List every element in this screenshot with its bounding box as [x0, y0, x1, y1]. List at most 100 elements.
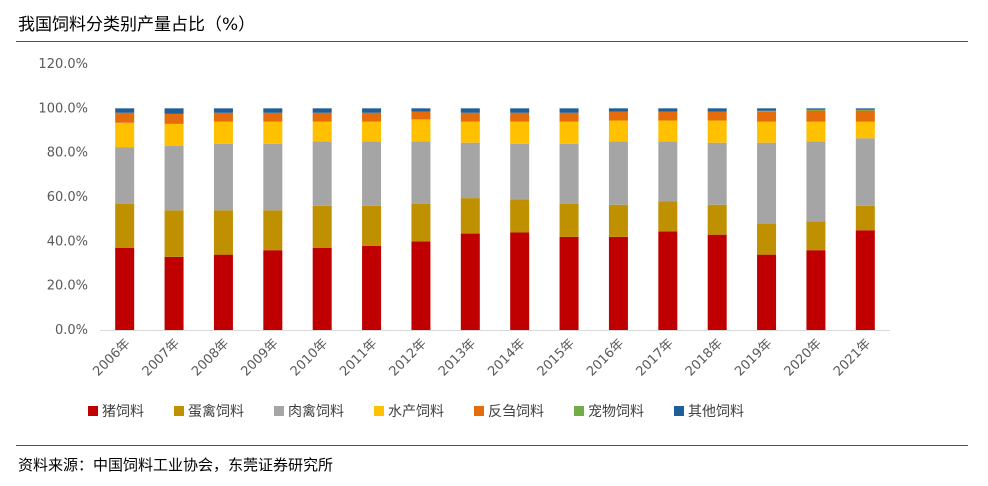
legend-label: 蛋禽饲料: [188, 403, 244, 420]
bar-segment: [213, 210, 233, 255]
legend: 猪饲料 蛋禽饲料 肉禽饲料 水产饲料 反刍饲料 宠物饲料 其他饲料: [88, 403, 744, 420]
bar-segment: [164, 108, 184, 114]
bar-segment: [510, 121, 530, 144]
bar-segment: [608, 111, 628, 121]
bar-segment: [707, 142, 727, 205]
x-tick-label: 2012年: [387, 336, 430, 379]
bar-segment: [411, 108, 431, 112]
bar-segment: [658, 111, 678, 121]
bar-segment: [855, 230, 875, 330]
x-tick-label: 2014年: [485, 336, 528, 379]
bar-segment: [460, 108, 480, 113]
bar-segment: [164, 146, 184, 211]
legend-label: 宠物饲料: [588, 404, 644, 420]
bar-segment: [362, 121, 382, 142]
bar-segment: [658, 231, 678, 330]
bars: [115, 108, 875, 330]
bar-segment: [213, 108, 233, 113]
bar-segment: [757, 223, 777, 255]
x-tick-label: 2019年: [732, 336, 775, 379]
legend-swatch: [674, 406, 684, 416]
bar-segment: [411, 203, 431, 242]
bar-segment: [115, 247, 135, 330]
legend-swatch: [474, 406, 484, 416]
bar-segment: [855, 109, 875, 111]
bar-segment: [658, 141, 678, 202]
bar-segment: [806, 221, 826, 251]
bar-segment: [806, 121, 826, 142]
y-tick-label: 60.0%: [47, 190, 88, 205]
bar-segment: [855, 205, 875, 231]
bar-segment: [855, 121, 875, 139]
bar-segment: [559, 236, 579, 330]
bar-segment: [115, 108, 135, 113]
bar-segment: [658, 108, 678, 112]
bar-segment: [658, 201, 678, 232]
bar-segment: [608, 204, 628, 237]
bar-segment: [115, 203, 135, 248]
bar-segment: [362, 141, 382, 206]
bar-segment: [757, 108, 777, 111]
legend-label: 水产饲料: [388, 404, 444, 420]
bar-segment: [263, 250, 283, 330]
x-tick-label: 2009年: [238, 336, 281, 379]
bar-segment: [707, 204, 727, 235]
bar-segment: [460, 233, 480, 330]
bar-segment: [510, 112, 530, 122]
title-divider: [16, 41, 968, 42]
stacked-bar-chart: 0.0% 20.0% 40.0% 60.0% 80.0% 100.0% 120.0% 200…: [38, 57, 890, 420]
bar-segment: [460, 121, 480, 143]
bar-segment: [411, 111, 431, 120]
bar-segment: [312, 205, 332, 248]
x-tick-label: 2018年: [683, 336, 726, 379]
bar-segment: [213, 143, 233, 211]
bar-segment: [312, 108, 332, 113]
bar-segment: [213, 112, 233, 122]
bar-segment: [411, 119, 431, 142]
bar-segment: [312, 247, 332, 330]
bar-segment: [559, 121, 579, 144]
bar-segment: [559, 112, 579, 122]
source-divider: [16, 445, 968, 446]
legend-label: 猪饲料: [102, 404, 144, 420]
legend-label: 其他饲料: [688, 404, 744, 420]
bar-segment: [263, 112, 283, 122]
bar-segment: [312, 141, 332, 206]
bar-segment: [806, 250, 826, 330]
bar-segment: [757, 142, 777, 224]
bar-segment: [608, 108, 628, 112]
bar-segment: [263, 121, 283, 144]
x-tick-label: 2016年: [584, 336, 627, 379]
x-tick-label: 2011年: [337, 336, 380, 379]
x-tick-label: 2010年: [288, 336, 331, 379]
page-title: 我国饲料分类别产量占比（%）: [18, 15, 256, 35]
bar-segment: [164, 113, 184, 124]
bar-segment: [460, 112, 480, 122]
bar-segment: [757, 110, 777, 112]
bar-segment: [362, 108, 382, 113]
x-tick-label: 2021年: [831, 336, 874, 379]
bar-segment: [164, 256, 184, 330]
bar-segment: [312, 121, 332, 142]
bar-segment: [855, 110, 875, 122]
x-tick-label: 2020年: [782, 336, 825, 379]
bar-segment: [855, 138, 875, 206]
bar-segment: [855, 108, 875, 110]
bar-segment: [806, 108, 826, 110]
legend-swatch: [374, 406, 384, 416]
bar-segment: [806, 109, 826, 111]
bar-segment: [213, 121, 233, 144]
y-tick-label: 100.0%: [38, 101, 88, 116]
bar-segment: [115, 122, 135, 148]
bar-segment: [806, 141, 826, 222]
y-tick-label: 40.0%: [47, 234, 88, 249]
bar-segment: [707, 120, 727, 143]
bar-segment: [757, 111, 777, 122]
x-axis: 2006年 2007年 2008年 2009年 2010年 2011年 2012年 2013年…: [90, 330, 890, 379]
bar-segment: [312, 112, 332, 122]
source-note: 资料来源：中国饲料工业协会，东莞证券研究所: [18, 456, 334, 474]
bar-segment: [164, 210, 184, 257]
bar-segment: [263, 143, 283, 211]
bar-segment: [213, 254, 233, 330]
bar-segment: [608, 236, 628, 330]
